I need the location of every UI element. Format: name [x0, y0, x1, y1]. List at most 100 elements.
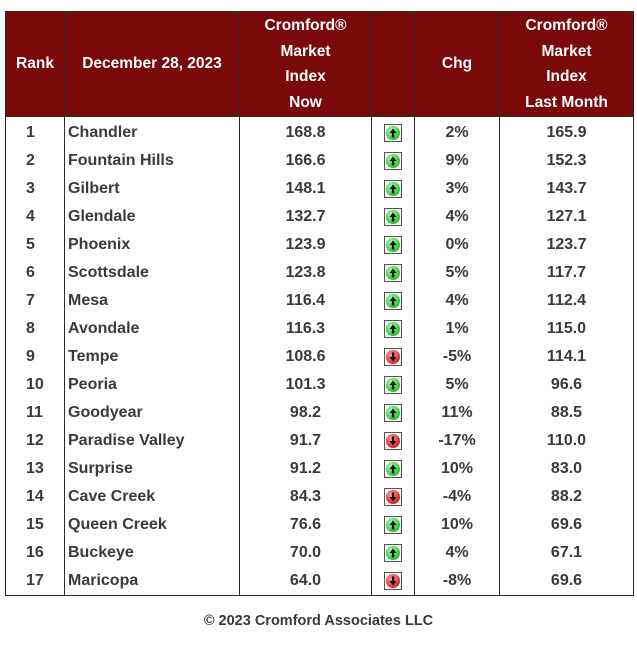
- green-up-arrow-icon: [384, 179, 402, 198]
- trend-cell: [371, 287, 415, 315]
- change-cell: -8%: [414, 567, 500, 596]
- table-row: 17 Maricopa 64.0 -8% 69.6: [5, 567, 634, 596]
- copyright-footer: © 2023 Cromford Associates LLC: [203, 613, 434, 629]
- trend-cell: [371, 343, 415, 371]
- city-cell: Buckeye: [64, 539, 240, 567]
- index-now-cell: 168.8: [239, 116, 372, 147]
- header-now-line: Market: [280, 42, 331, 60]
- change-cell: 1%: [414, 315, 500, 343]
- index-now-cell: 108.6: [239, 343, 372, 371]
- table-row: 14 Cave Creek 84.3 -4% 88.2: [5, 483, 634, 511]
- rank-cell: 16: [5, 539, 65, 567]
- rank-cell: 5: [5, 231, 65, 259]
- header-last-line: Index: [546, 68, 587, 85]
- trend-cell: [371, 231, 415, 259]
- red-down-arrow-icon: [384, 347, 402, 366]
- city-cell: Paradise Valley: [64, 427, 240, 455]
- red-down-arrow-icon: [384, 571, 402, 590]
- change-cell: 4%: [414, 539, 500, 567]
- rank-cell: 15: [5, 511, 65, 539]
- change-cell: 2%: [414, 116, 500, 147]
- rank-cell: 4: [5, 203, 65, 231]
- green-up-arrow-icon: [384, 291, 402, 310]
- table-row: 12 Paradise Valley 91.7 -17% 110.0: [5, 427, 634, 455]
- trend-cell: [371, 315, 415, 343]
- header-last-line: Cromford®: [525, 17, 608, 34]
- city-cell: Scottsdale: [64, 259, 240, 287]
- change-cell: 11%: [414, 399, 500, 427]
- index-now-cell: 64.0: [239, 567, 372, 596]
- index-now-cell: 98.2: [239, 399, 372, 427]
- change-cell: 4%: [414, 287, 500, 315]
- index-last-month-cell: 83.0: [499, 455, 634, 483]
- table-row: 5 Phoenix 123.9 0% 123.7: [5, 231, 634, 259]
- rank-cell: 6: [5, 259, 65, 287]
- trend-cell: [371, 511, 415, 539]
- trend-cell: [371, 203, 415, 231]
- rank-cell: 1: [5, 116, 65, 147]
- table-row: 3 Gilbert 148.1 3% 143.7: [5, 175, 634, 203]
- index-now-cell: 91.2: [239, 455, 372, 483]
- header-chg: Chg: [414, 11, 500, 117]
- trend-cell: [371, 259, 415, 287]
- city-cell: Avondale: [64, 315, 240, 343]
- green-up-arrow-icon: [384, 151, 402, 170]
- change-cell: 10%: [414, 511, 500, 539]
- index-now-cell: 148.1: [239, 175, 372, 203]
- city-cell: Glendale: [64, 203, 240, 231]
- header-last-line: Market: [541, 42, 592, 60]
- index-last-month-cell: 69.6: [499, 567, 634, 596]
- index-last-month-cell: 127.1: [499, 203, 634, 231]
- green-up-arrow-icon: [384, 263, 402, 282]
- city-cell: Mesa: [64, 287, 240, 315]
- table-row: 15 Queen Creek 76.6 10% 69.6: [5, 511, 634, 539]
- rank-cell: 7: [5, 287, 65, 315]
- trend-cell: [371, 399, 415, 427]
- rank-cell: 14: [5, 483, 65, 511]
- market-index-table: Rank December 28, 2023 Cromford® Market …: [5, 11, 634, 596]
- table-row: 9 Tempe 108.6 -5% 114.1: [5, 343, 634, 371]
- change-cell: 5%: [414, 259, 500, 287]
- index-last-month-cell: 117.7: [499, 259, 634, 287]
- index-last-month-cell: 123.7: [499, 231, 634, 259]
- city-cell: Peoria: [64, 371, 240, 399]
- trend-cell: [371, 116, 415, 147]
- change-cell: -4%: [414, 483, 500, 511]
- trend-cell: [371, 483, 415, 511]
- table-row: 13 Surprise 91.2 10% 83.0: [5, 455, 634, 483]
- header-now-line: Now: [289, 93, 322, 111]
- change-cell: 3%: [414, 175, 500, 203]
- index-now-cell: 123.9: [239, 231, 372, 259]
- rank-cell: 8: [5, 315, 65, 343]
- change-cell: -17%: [414, 427, 500, 455]
- green-up-arrow-icon: [384, 235, 402, 254]
- rank-cell: 9: [5, 343, 65, 371]
- index-now-cell: 116.3: [239, 315, 372, 343]
- index-now-cell: 166.6: [239, 147, 372, 175]
- trend-cell: [371, 455, 415, 483]
- header-index-now: Cromford® Market Index Now: [239, 11, 372, 117]
- table-row: 6 Scottsdale 123.8 5% 117.7: [5, 259, 634, 287]
- green-up-arrow-icon: [384, 207, 402, 226]
- red-down-arrow-icon: [384, 487, 402, 506]
- header-now-line: Cromford®: [264, 17, 347, 34]
- table-row: 1 Chandler 168.8 2% 165.9: [5, 116, 634, 147]
- index-last-month-cell: 110.0: [499, 427, 634, 455]
- index-last-month-cell: 165.9: [499, 116, 634, 147]
- change-cell: 10%: [414, 455, 500, 483]
- green-up-arrow-icon: [384, 459, 402, 478]
- index-now-cell: 91.7: [239, 427, 372, 455]
- change-cell: 0%: [414, 231, 500, 259]
- index-now-cell: 101.3: [239, 371, 372, 399]
- green-up-arrow-icon: [384, 123, 402, 142]
- table-row: 11 Goodyear 98.2 11% 88.5: [5, 399, 634, 427]
- index-last-month-cell: 96.6: [499, 371, 634, 399]
- index-now-cell: 76.6: [239, 511, 372, 539]
- green-up-arrow-icon: [384, 515, 402, 534]
- index-last-month-cell: 115.0: [499, 315, 634, 343]
- red-down-arrow-icon: [384, 431, 402, 450]
- city-cell: Surprise: [64, 455, 240, 483]
- green-up-arrow-icon: [384, 319, 402, 338]
- header-date: December 28, 2023: [64, 11, 240, 117]
- rank-cell: 17: [5, 567, 65, 596]
